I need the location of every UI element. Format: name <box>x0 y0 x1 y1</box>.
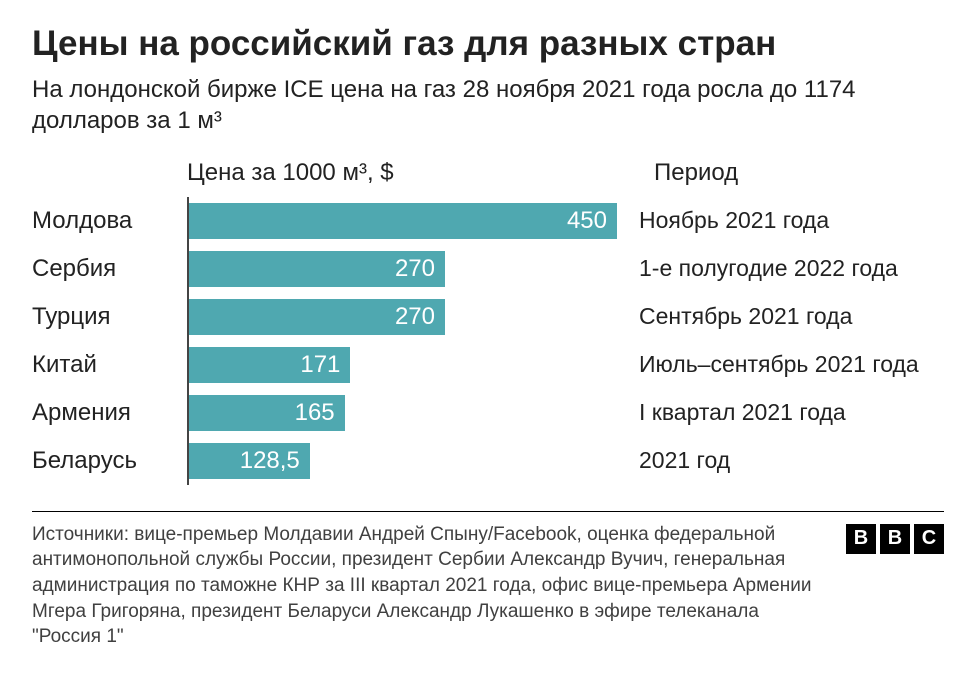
price-bar: 128,5 <box>187 443 310 479</box>
bar-row: Турция270Сентябрь 2021 года <box>187 293 944 341</box>
bbc-letter: C <box>914 524 944 554</box>
country-label: Молдова <box>32 207 180 235</box>
chart-title: Цены на российский газ для разных стран <box>32 24 944 64</box>
period-label: Ноябрь 2021 года <box>627 207 937 234</box>
price-bar: 450 <box>187 203 617 239</box>
country-label: Китай <box>32 351 180 379</box>
bbc-letter: B <box>880 524 910 554</box>
bar-cell: 270 <box>187 299 627 335</box>
bar-row: Китай171Июль–сентябрь 2021 года <box>187 341 944 389</box>
bar-row: Молдова450Ноябрь 2021 года <box>187 197 944 245</box>
bar-row: Армения165I квартал 2021 года <box>187 389 944 437</box>
country-label: Беларусь <box>32 447 180 475</box>
chart-body: Молдова450 Ноябрь 2021 года Сербия270 1-е п… <box>32 197 944 485</box>
bar-cell: 128,5 <box>187 443 627 479</box>
bar-cell: 165 <box>187 395 627 431</box>
country-label: Турция <box>32 303 180 331</box>
column-headers: Цена за 1000 м³, $ Период <box>32 159 944 187</box>
period-label: 1-е полугодие 2022 года <box>627 255 937 282</box>
bar-rows-container: Молдова450Ноябрь 2021 годаСербия2701-е п… <box>187 197 944 485</box>
y-axis-line <box>187 197 189 485</box>
bbc-letter: B <box>846 524 876 554</box>
bar-cell: 270 <box>187 251 627 287</box>
gas-price-chart: Цены на российский газ для разных стран … <box>0 0 976 678</box>
price-bar: 165 <box>187 395 345 431</box>
period-label: I квартал 2021 года <box>627 399 937 426</box>
period-label: Июль–сентябрь 2021 года <box>627 351 937 378</box>
price-bar: 270 <box>187 299 445 335</box>
bar-row: Беларусь128,52021 год <box>187 437 944 485</box>
chart-subtitle: На лондонской бирже ICE цена на газ 28 н… <box>32 74 944 136</box>
period-column-header: Период <box>654 159 944 187</box>
price-bar: 270 <box>187 251 445 287</box>
period-label: Сентябрь 2021 года <box>627 303 937 330</box>
sources-text: Источники: вице-премьер Молдавии Андрей … <box>32 522 846 650</box>
price-bar: 171 <box>187 347 350 383</box>
bar-cell: 450 <box>187 203 627 239</box>
chart-footer: Источники: вице-премьер Молдавии Андрей … <box>32 511 944 650</box>
country-label: Сербия <box>32 255 180 283</box>
bar-row: Сербия2701-е полугодие 2022 года <box>187 245 944 293</box>
period-label: 2021 год <box>627 447 937 474</box>
bar-cell: 171 <box>187 347 627 383</box>
country-label: Армения <box>32 399 180 427</box>
bbc-logo: BBC <box>846 524 944 554</box>
price-column-header: Цена за 1000 м³, $ <box>187 159 394 187</box>
